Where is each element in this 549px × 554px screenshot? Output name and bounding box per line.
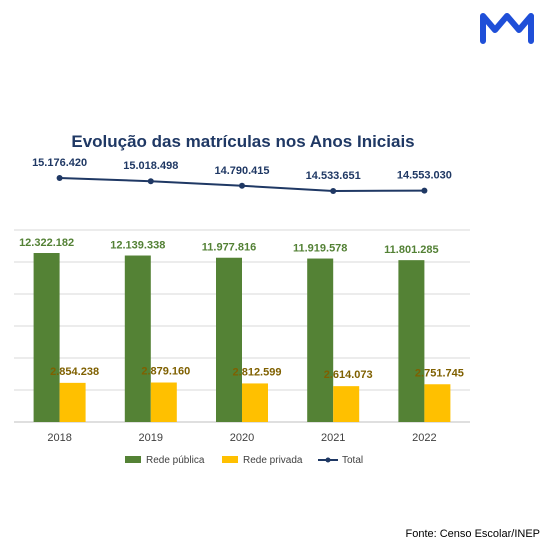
label-public-2022: 11.801.285 (384, 244, 438, 256)
label-total-2020: 14.790.415 (214, 165, 269, 177)
legend: Rede pública Rede privada Total (125, 455, 363, 466)
x-tick-2019: 2019 (139, 432, 163, 444)
x-tick-2021: 2021 (321, 432, 345, 444)
bar-public-2018 (33, 253, 60, 422)
legend-swatch-total-marker (325, 457, 331, 463)
label-private-2019: 2.879.160 (141, 366, 190, 378)
x-tick-2022: 2022 (412, 432, 436, 444)
legend-swatch-private (222, 456, 238, 463)
public-bars (33, 253, 425, 422)
label-total-2021: 14.533.651 (306, 170, 361, 182)
total-point-2021 (330, 188, 337, 194)
total-point-2019 (147, 178, 154, 185)
bar-private-2020 (242, 383, 268, 422)
x-axis-ticks: 2018 2019 2020 2021 2022 (47, 432, 436, 444)
source-note: Fonte: Censo Escolar/INEP (405, 528, 540, 540)
legend-swatch-public (125, 456, 141, 463)
label-private-2021: 2.614.073 (324, 369, 373, 381)
bar-public-2019 (124, 255, 151, 422)
private-bars (59, 382, 451, 422)
legend-label-public: Rede pública (146, 455, 205, 466)
total-point-2022 (421, 187, 428, 194)
x-tick-2018: 2018 (47, 432, 71, 444)
label-total-2022: 14.553.030 (397, 170, 452, 182)
legend-label-private: Rede privada (243, 455, 303, 466)
total-point-2018 (56, 175, 63, 181)
label-private-2020: 2.812.599 (233, 366, 282, 378)
bar-private-2021 (333, 386, 360, 422)
label-total-2019: 15.018.498 (123, 160, 178, 172)
x-tick-2020: 2020 (230, 432, 254, 444)
bar-private-2018 (59, 382, 86, 422)
label-public-2018: 12.322.182 (19, 237, 74, 249)
chart-title: Evolução das matrículas nos Anos Iniciai… (71, 132, 414, 151)
mm-logo-icon (480, 13, 534, 44)
label-private-2022: 2.751.745 (415, 367, 464, 379)
label-public-2019: 12.139.338 (110, 240, 165, 252)
bar-public-2020 (216, 257, 242, 422)
total-point-2020 (239, 182, 245, 189)
label-public-2021: 11.919.578 (293, 243, 347, 255)
total-line (56, 175, 428, 194)
label-total-2018: 15.176.420 (32, 157, 87, 169)
bar-private-2019 (150, 382, 177, 422)
label-public-2020: 11.977.816 (202, 242, 256, 254)
bar-public-2021 (307, 258, 334, 422)
bar-private-2022 (424, 384, 451, 422)
data-labels: 12.322.182 2.854.238 12.139.338 2.879.160 11… (19, 157, 464, 381)
legend-label-total: Total (342, 455, 363, 466)
label-private-2018: 2.854.238 (50, 366, 99, 378)
bar-public-2022 (398, 260, 425, 422)
